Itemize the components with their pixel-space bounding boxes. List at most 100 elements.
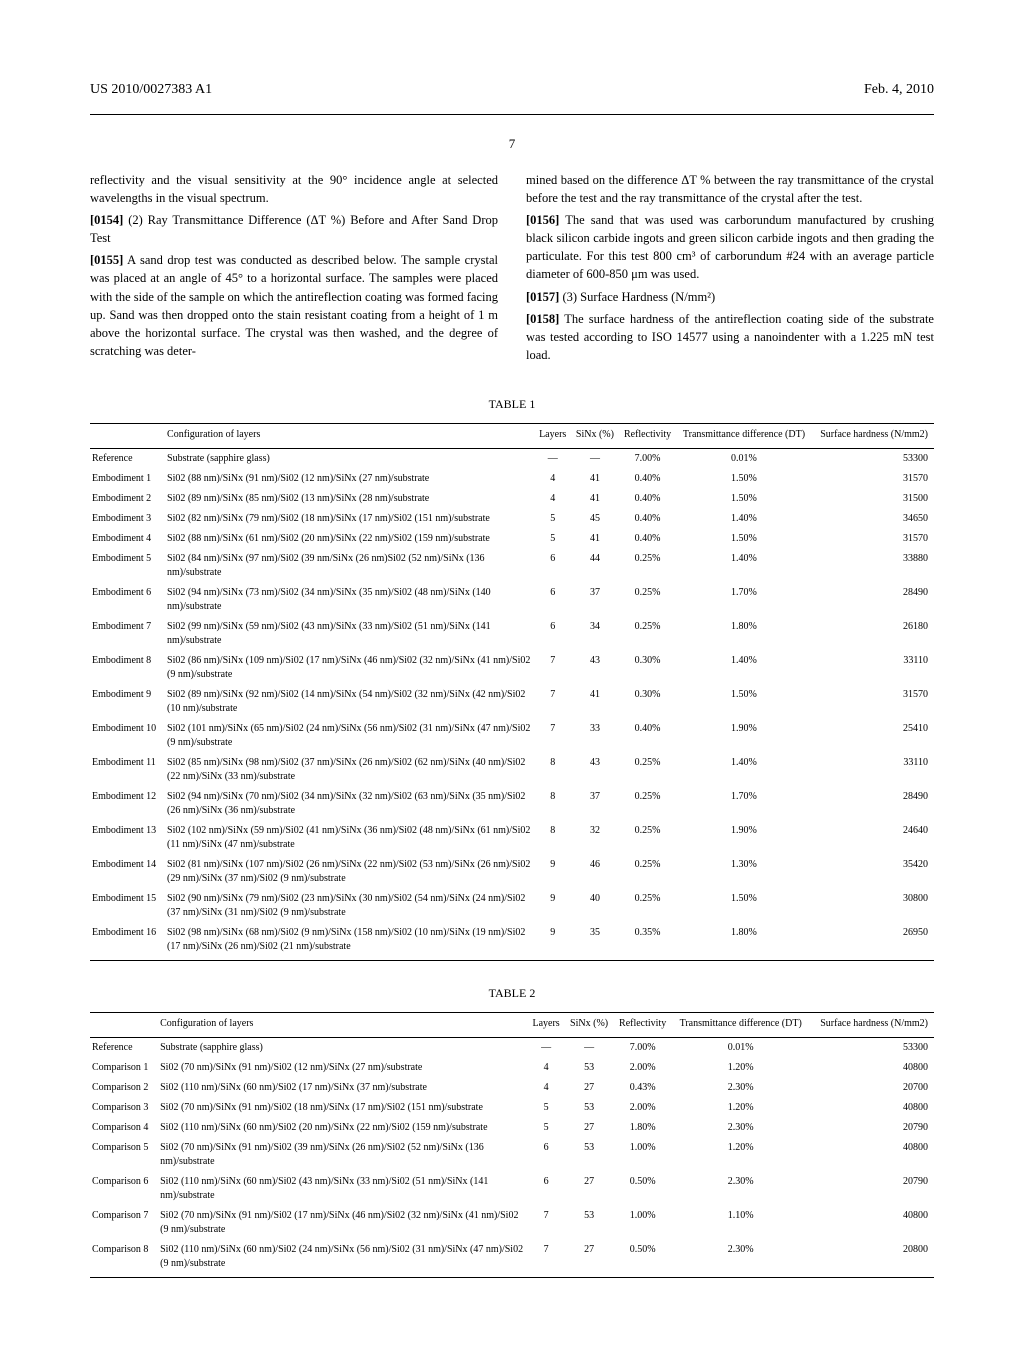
table-cell: Embodiment 13 xyxy=(90,821,165,855)
col-header: Layers xyxy=(536,423,573,448)
table-cell: 28490 xyxy=(814,583,934,617)
table-row: Comparison 2Si02 (110 nm)/SiNx (60 nm)/S… xyxy=(90,1078,934,1098)
table-cell: 27 xyxy=(567,1240,616,1278)
table-cell: 1.80% xyxy=(615,1118,673,1138)
table-cell: 7 xyxy=(529,1240,566,1278)
table-row: Comparison 5Si02 (70 nm)/SiNx (91 nm)/Si… xyxy=(90,1138,934,1172)
table-cell: 6 xyxy=(536,583,573,617)
table-row: Embodiment 9Si02 (89 nm)/SiNx (92 nm)/Si… xyxy=(90,685,934,719)
table-cell: 1.20% xyxy=(674,1138,812,1172)
col-header: Surface hardness (N/mm2) xyxy=(812,1012,934,1037)
table-cell: 34650 xyxy=(814,509,934,529)
table-cell: 30800 xyxy=(814,889,934,923)
table-cell: 34 xyxy=(573,617,621,651)
col-header: Transmittance difference (DT) xyxy=(674,1012,812,1037)
col-header: Layers xyxy=(529,1012,566,1037)
table-cell: 40800 xyxy=(812,1206,934,1240)
table-cell: 40800 xyxy=(812,1138,934,1172)
table-cell: Embodiment 4 xyxy=(90,529,165,549)
table-cell: 26180 xyxy=(814,617,934,651)
table-cell: 33880 xyxy=(814,549,934,583)
table-cell: 1.20% xyxy=(674,1098,812,1118)
table-header-row: Configuration of layers Layers SiNx (%) … xyxy=(90,1012,934,1037)
table-row: Embodiment 4Si02 (88 nm)/SiNx (61 nm)/Si… xyxy=(90,529,934,549)
table-cell: Si02 (99 nm)/SiNx (59 nm)/Si02 (43 nm)/S… xyxy=(165,617,536,651)
table-cell: 31570 xyxy=(814,529,934,549)
table-row: Comparison 1Si02 (70 nm)/SiNx (91 nm)/Si… xyxy=(90,1058,934,1078)
table-cell: 26950 xyxy=(814,923,934,961)
table-cell: Embodiment 6 xyxy=(90,583,165,617)
table-row: Embodiment 1Si02 (88 nm)/SiNx (91 nm)/Si… xyxy=(90,469,934,489)
table-cell: — xyxy=(536,448,573,469)
table-cell: 0.25% xyxy=(621,583,678,617)
para-number: [0157] xyxy=(526,290,559,304)
table-cell: 2.30% xyxy=(674,1118,812,1138)
col-header: SiNx (%) xyxy=(573,423,621,448)
left-column: reflectivity and the visual sensitivity … xyxy=(90,171,498,368)
table-cell: 1.20% xyxy=(674,1058,812,1078)
table-cell: 2.30% xyxy=(674,1078,812,1098)
table-row: Comparison 7Si02 (70 nm)/SiNx (91 nm)/Si… xyxy=(90,1206,934,1240)
table-cell: 7 xyxy=(536,719,573,753)
table-row: Embodiment 8Si02 (86 nm)/SiNx (109 nm)/S… xyxy=(90,651,934,685)
table-row: Embodiment 16Si02 (98 nm)/SiNx (68 nm)/S… xyxy=(90,923,934,961)
table-cell: 0.25% xyxy=(621,889,678,923)
table-cell: 6 xyxy=(536,617,573,651)
table-cell: Comparison 7 xyxy=(90,1206,158,1240)
body-columns: reflectivity and the visual sensitivity … xyxy=(90,171,934,368)
table-cell: 1.70% xyxy=(678,583,813,617)
table-cell: Embodiment 16 xyxy=(90,923,165,961)
page-header: US 2010/0027383 A1 Feb. 4, 2010 xyxy=(90,80,934,108)
table-cell: Embodiment 14 xyxy=(90,855,165,889)
table-2-wrap: TABLE 2 Configuration of layers Layers S… xyxy=(90,985,934,1278)
table-cell: 1.00% xyxy=(615,1138,673,1172)
table-cell: Si02 (88 nm)/SiNx (61 nm)/Si02 (20 nm)/S… xyxy=(165,529,536,549)
table-row: Embodiment 10Si02 (101 nm)/SiNx (65 nm)/… xyxy=(90,719,934,753)
table-cell: Si02 (89 nm)/SiNx (92 nm)/Si02 (14 nm)/S… xyxy=(165,685,536,719)
para-text: A sand drop test was conducted as descri… xyxy=(90,253,498,358)
table-cell: Si02 (86 nm)/SiNx (109 nm)/Si02 (17 nm)/… xyxy=(165,651,536,685)
para-text: (2) Ray Transmittance Difference (ΔT %) … xyxy=(90,213,498,245)
table-cell: 31570 xyxy=(814,685,934,719)
table-header-row: Configuration of layers Layers SiNx (%) … xyxy=(90,423,934,448)
table-cell: 53 xyxy=(567,1058,616,1078)
table-cell: Embodiment 8 xyxy=(90,651,165,685)
table-cell: Si02 (98 nm)/SiNx (68 nm)/Si02 (9 nm)/Si… xyxy=(165,923,536,961)
table-cell: 41 xyxy=(573,685,621,719)
table-cell: 4 xyxy=(529,1058,566,1078)
table-cell: 53300 xyxy=(812,1037,934,1058)
table-cell: 27 xyxy=(567,1118,616,1138)
table-cell: 0.50% xyxy=(615,1172,673,1206)
table-cell: 7.00% xyxy=(615,1037,673,1058)
table-cell: Comparison 4 xyxy=(90,1118,158,1138)
table-cell: Embodiment 1 xyxy=(90,469,165,489)
table-cell: Comparison 8 xyxy=(90,1240,158,1278)
table-cell: 27 xyxy=(567,1172,616,1206)
col-header: Configuration of layers xyxy=(158,1012,529,1037)
table-cell: Si02 (94 nm)/SiNx (70 nm)/Si02 (34 nm)/S… xyxy=(165,787,536,821)
para-number: [0156] xyxy=(526,213,559,227)
para-text: The sand that was used was carborundum m… xyxy=(526,213,934,281)
table-cell: Embodiment 7 xyxy=(90,617,165,651)
col-header: SiNx (%) xyxy=(567,1012,616,1037)
table-cell: Si02 (88 nm)/SiNx (91 nm)/Si02 (12 nm)/S… xyxy=(165,469,536,489)
table-cell: 53 xyxy=(567,1098,616,1118)
table-cell: 0.43% xyxy=(615,1078,673,1098)
table-cell: 2.30% xyxy=(674,1172,812,1206)
para-text: (3) Surface Hardness (N/mm²) xyxy=(562,290,715,304)
table-cell: Si02 (110 nm)/SiNx (60 nm)/Si02 (24 nm)/… xyxy=(158,1240,529,1278)
table-row: Embodiment 15Si02 (90 nm)/SiNx (79 nm)/S… xyxy=(90,889,934,923)
table-cell: 0.40% xyxy=(621,469,678,489)
pub-number: US 2010/0027383 A1 xyxy=(90,80,212,100)
header-divider xyxy=(90,114,934,115)
table-cell: 46 xyxy=(573,855,621,889)
table-cell: Si02 (101 nm)/SiNx (65 nm)/Si02 (24 nm)/… xyxy=(165,719,536,753)
table-cell: 20800 xyxy=(812,1240,934,1278)
table-cell: Comparison 2 xyxy=(90,1078,158,1098)
table-cell: 0.40% xyxy=(621,509,678,529)
para-number: [0158] xyxy=(526,312,559,326)
table-cell: Substrate (sapphire glass) xyxy=(158,1037,529,1058)
table-cell: 6 xyxy=(529,1172,566,1206)
table-row: Comparison 3Si02 (70 nm)/SiNx (91 nm)/Si… xyxy=(90,1098,934,1118)
table-cell: 7.00% xyxy=(621,448,678,469)
